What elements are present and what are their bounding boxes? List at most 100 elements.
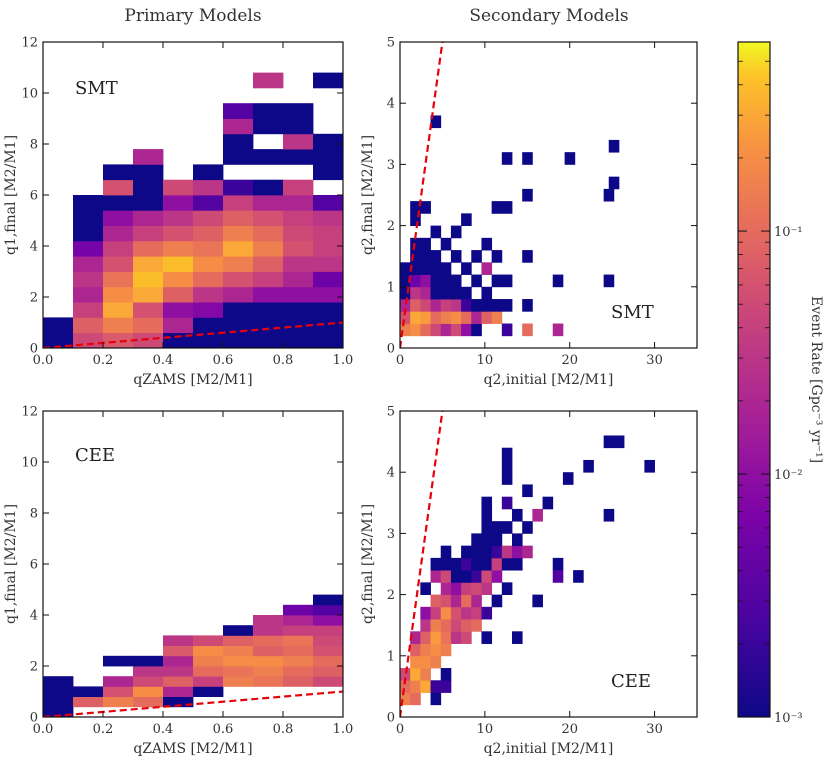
heatmap-cell <box>193 332 224 348</box>
x-tick-label: 1.0 <box>333 722 354 737</box>
heatmap-cell <box>223 271 254 288</box>
heatmap-cell <box>163 655 194 667</box>
heatmap-cell <box>410 213 421 226</box>
x-tick-label: 0 <box>396 353 404 368</box>
heatmap-cell <box>501 472 513 485</box>
heatmap-cell <box>450 323 462 337</box>
heatmap-cell <box>471 545 482 559</box>
heatmap-cell <box>562 472 574 485</box>
heatmap-cell <box>253 655 284 667</box>
heatmap-cell <box>253 225 284 242</box>
heatmap-cell <box>450 557 462 571</box>
heatmap-cell <box>440 262 452 275</box>
heatmap-cell <box>532 508 543 522</box>
heatmap-cell <box>73 317 104 334</box>
heatmap-cell <box>223 635 254 646</box>
heatmap-cell <box>253 302 284 318</box>
heatmap-cell <box>461 570 472 583</box>
heatmap-cell <box>430 286 442 300</box>
x-tick-label: 0.0 <box>33 353 54 368</box>
heatmap-cell <box>522 250 533 263</box>
heatmap-cell <box>410 262 421 275</box>
heatmap-cell <box>313 676 343 687</box>
heatmap-cell <box>410 250 421 263</box>
heatmap-cell <box>253 72 284 89</box>
heatmap-cell <box>430 619 442 632</box>
heatmap-cell <box>103 240 134 257</box>
heatmap-cell <box>491 533 503 547</box>
y-tick-label: 8 <box>30 507 38 522</box>
heatmap-cell <box>481 582 493 595</box>
heatmap-cell <box>471 582 482 595</box>
heatmap-cell <box>223 103 254 119</box>
heatmap-cell <box>552 557 564 571</box>
heatmap-cell <box>481 557 493 571</box>
primary-cee-annotation: CEE <box>75 445 115 466</box>
heatmap-cell <box>450 594 462 608</box>
heatmap-cell <box>283 625 314 636</box>
heatmap-cell <box>430 594 442 608</box>
heatmap-cell <box>313 195 343 211</box>
heatmap-cell <box>501 323 513 337</box>
heatmap-cell <box>481 533 493 547</box>
heatmap-cell <box>313 133 343 150</box>
heatmap-cell <box>420 262 431 275</box>
reference-line <box>43 690 343 717</box>
heatmap-cell <box>430 606 442 620</box>
heatmap-cell <box>133 286 164 303</box>
heatmap-cell <box>133 317 164 334</box>
heatmap-cell <box>133 210 164 226</box>
y-axis-label: q1,final [M2/M1] <box>3 504 19 624</box>
heatmap-cell <box>471 606 482 620</box>
heatmap-cell <box>283 149 314 165</box>
heatmap-cell <box>410 311 421 324</box>
heatmap-cell <box>103 286 134 303</box>
heatmap-cell <box>193 164 224 181</box>
heatmap-cell <box>223 195 254 211</box>
heatmap-cell <box>313 286 343 303</box>
heatmap-cell <box>420 201 431 214</box>
primary-smt-panel: 0.0 0.2 0.4 0.6 0.8 1.0 0 2 4 6 8 10 12 SMT qZAMS [M2/… <box>3 36 353 389</box>
heatmap-cell <box>501 521 513 534</box>
y-tick-label: 2 <box>387 219 395 234</box>
heatmap-cell <box>491 521 503 534</box>
y-tick-label: 4 <box>30 609 38 624</box>
heatmap-cell <box>283 655 314 667</box>
heatmap-cell <box>103 271 134 288</box>
heatmap-cell <box>163 635 194 646</box>
heatmap-cell <box>532 594 543 608</box>
heatmap-cell <box>603 508 615 522</box>
heatmap-cell <box>491 311 503 324</box>
heatmap-cell <box>512 533 523 547</box>
colorbar-tick-label: 10⁻² <box>774 468 803 483</box>
heatmap-cell <box>420 286 431 300</box>
y-tick-label: 3 <box>387 527 395 542</box>
y-tick-label: 1 <box>387 280 395 295</box>
heatmap-cell <box>103 676 134 687</box>
colorbar: 10⁻¹ 10⁻² 10⁻³ Event Rate [Gpc⁻³ yr⁻¹] <box>737 41 824 726</box>
heatmap-cell <box>313 149 343 165</box>
heatmap-cell <box>420 237 431 251</box>
heatmap-cell <box>522 188 533 202</box>
heatmap-cell <box>163 179 194 196</box>
heatmap-cell <box>491 557 503 571</box>
y-axis-label: q2,final [M2/M1] <box>360 135 376 255</box>
heatmap-cell <box>253 666 284 677</box>
heatmap-cell <box>491 250 503 263</box>
heatmap-cell <box>313 625 343 636</box>
heatmap-cell <box>522 323 533 337</box>
heatmap-cell <box>163 225 194 242</box>
y-tick-label: 2 <box>387 588 395 603</box>
heatmap-cell <box>491 594 503 608</box>
heatmap-cell <box>163 271 194 288</box>
heatmap-cell <box>410 643 421 657</box>
heatmap-cell <box>430 631 442 644</box>
heatmap-cell <box>430 274 442 288</box>
heatmap-cell <box>603 188 615 202</box>
heatmap-cell <box>461 213 472 226</box>
x-tick-label: 1.0 <box>333 353 354 368</box>
heatmap-cell <box>400 680 411 693</box>
heatmap-cell <box>512 631 523 644</box>
heatmap-cell <box>501 299 513 312</box>
heatmap-cell <box>133 666 164 677</box>
